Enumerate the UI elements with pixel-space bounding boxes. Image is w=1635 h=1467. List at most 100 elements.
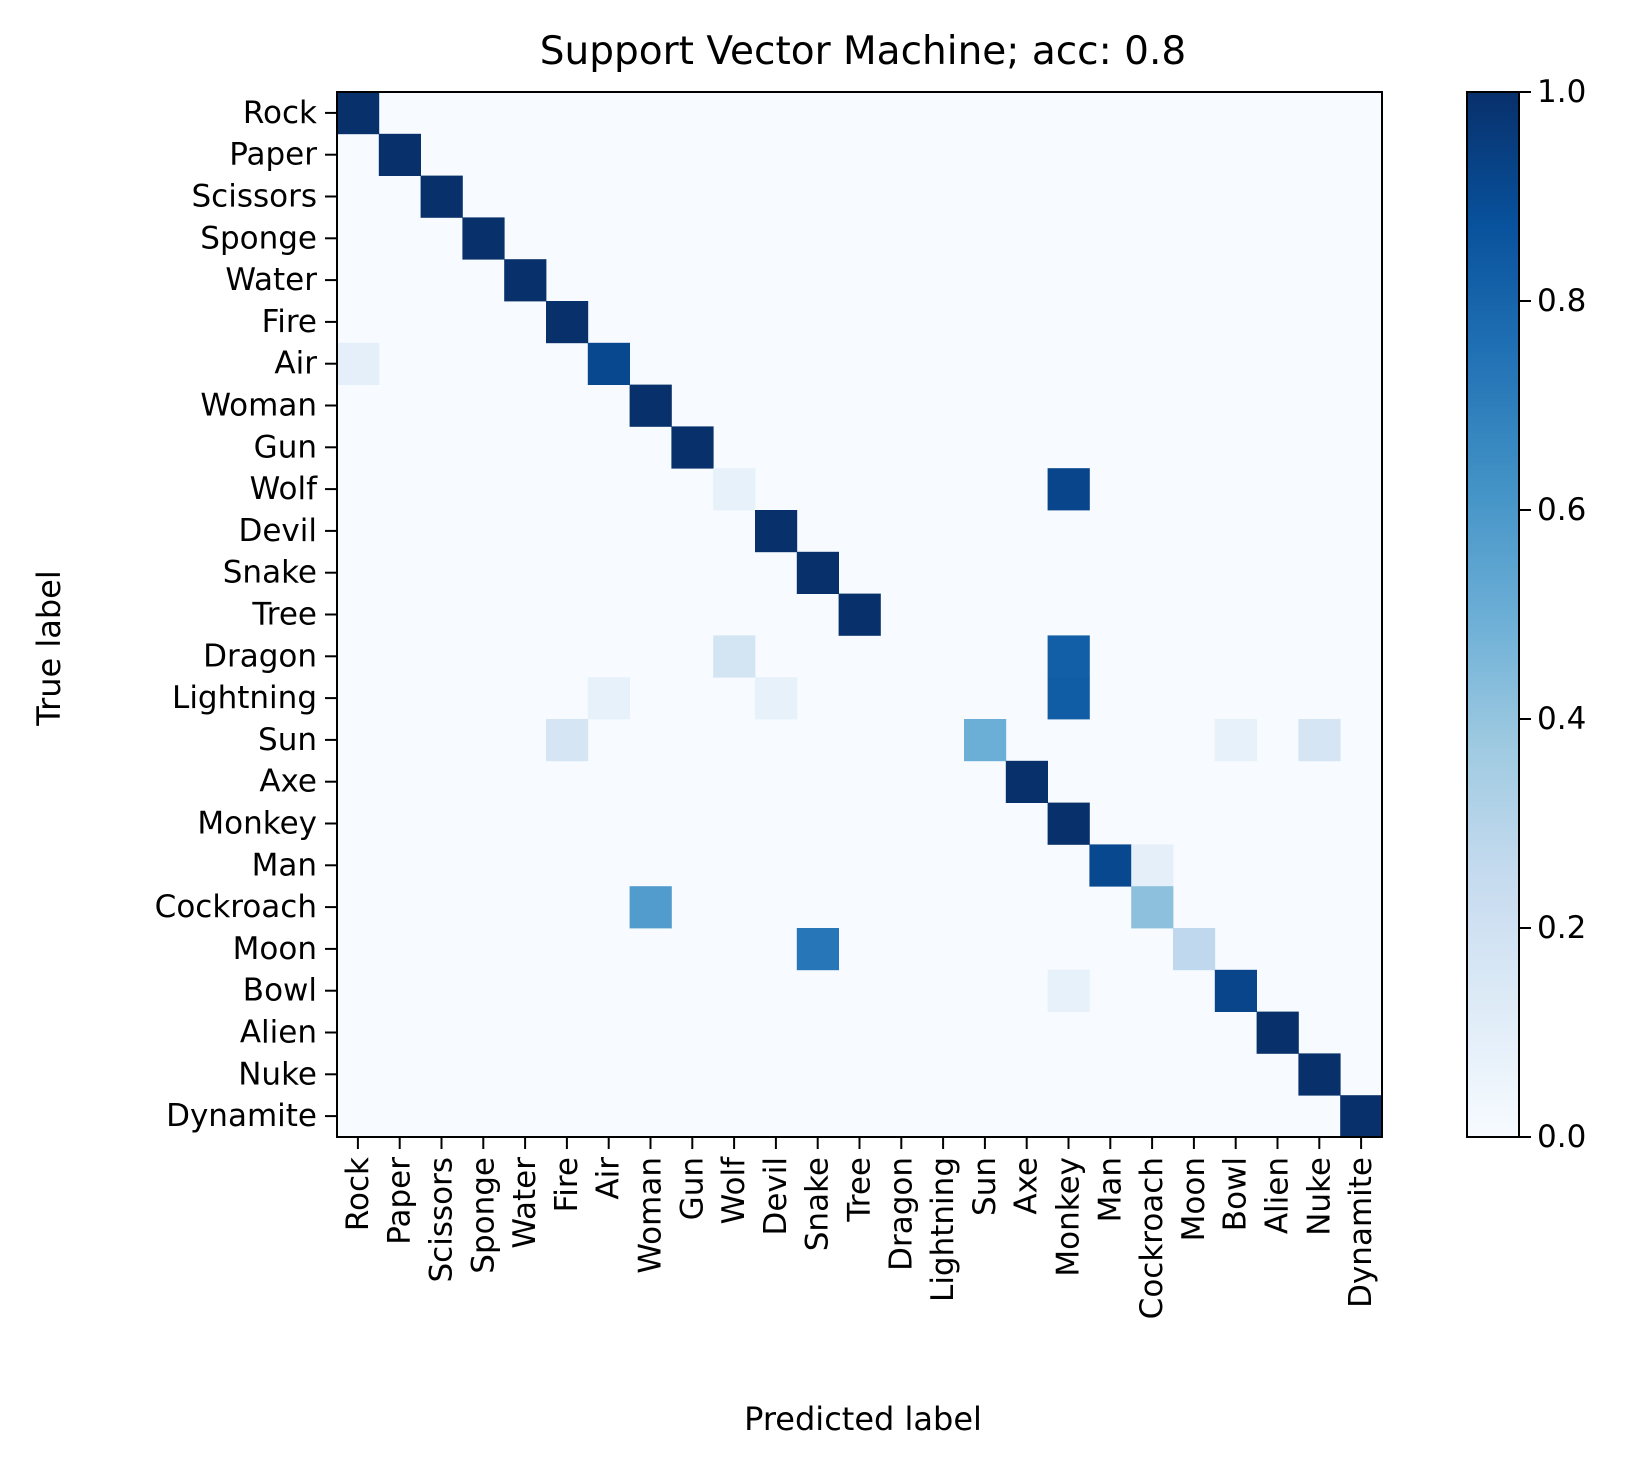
y-tick-label: Lightning bbox=[172, 680, 317, 716]
x-tick-label: Gun bbox=[674, 1157, 710, 1220]
heatmap-cell bbox=[587, 677, 630, 720]
y-tick-label: Devil bbox=[238, 513, 317, 549]
x-tick-label: Tree bbox=[842, 1157, 878, 1223]
y-tick-label: Bowl bbox=[243, 973, 317, 1009]
y-tick-label: Sponge bbox=[200, 220, 317, 256]
x-axis-label: Predicted label bbox=[744, 1400, 982, 1438]
heatmap-cell bbox=[838, 593, 881, 636]
x-axis-ticks: Rock Paper Scissors Sponge Water Fire Air Woman… bbox=[340, 1137, 1379, 1319]
x-tick-label: Dynamite bbox=[1343, 1157, 1379, 1308]
y-axis-label: True label bbox=[30, 570, 68, 727]
y-tick-label: Moon bbox=[233, 931, 317, 967]
y-tick-label: Rock bbox=[243, 95, 317, 131]
x-tick-label: Dragon bbox=[883, 1157, 919, 1271]
x-tick-label: Lightning bbox=[925, 1157, 961, 1302]
colorbar-tick-label: 0.6 bbox=[1537, 492, 1586, 528]
x-tick-label: Scissors bbox=[424, 1157, 460, 1283]
heatmap-cell bbox=[1047, 802, 1090, 845]
heatmap-cell bbox=[713, 635, 756, 678]
heatmap-cell bbox=[1005, 760, 1048, 803]
x-tick-label: Snake bbox=[800, 1157, 836, 1251]
y-tick-label: Man bbox=[252, 847, 317, 883]
x-tick-label: Alien bbox=[1260, 1157, 1296, 1234]
heatmap-cell bbox=[629, 384, 672, 427]
colorbar-tick-label: 0.2 bbox=[1537, 910, 1586, 946]
colorbar-gradient bbox=[1466, 91, 1520, 1138]
heatmap-cell bbox=[1214, 719, 1257, 762]
y-tick-label: Gun bbox=[254, 429, 317, 465]
y-tick-label: Air bbox=[274, 346, 317, 382]
y-tick-label: Cockroach bbox=[155, 889, 317, 925]
x-tick-label: Bowl bbox=[1218, 1157, 1254, 1231]
x-tick-label: Water bbox=[507, 1157, 543, 1249]
heatmap-cell bbox=[1298, 719, 1341, 762]
heatmap-cell bbox=[1047, 969, 1090, 1012]
colorbar: 0.0 0.2 0.4 0.6 0.8 1.0 bbox=[1466, 74, 1586, 1155]
y-tick-label: Snake bbox=[223, 555, 317, 591]
x-tick-label: Wolf bbox=[716, 1156, 752, 1224]
heatmap-cell bbox=[1047, 635, 1090, 678]
heatmap-cell bbox=[755, 510, 798, 553]
y-axis-ticks: Rock Paper Scissors Sponge Water Fire Air Woman… bbox=[155, 95, 337, 1134]
heatmap-cell bbox=[1340, 1095, 1383, 1138]
heatmap-cell bbox=[1089, 844, 1132, 887]
colorbar-tick-label: 0.4 bbox=[1537, 701, 1586, 737]
x-tick-label: Cockroach bbox=[1134, 1157, 1170, 1319]
x-tick-label: Nuke bbox=[1301, 1157, 1337, 1236]
x-tick-label: Axe bbox=[1009, 1157, 1045, 1215]
y-tick-label: Dragon bbox=[203, 638, 317, 674]
heatmap-cell bbox=[1131, 886, 1174, 929]
heatmap-cell bbox=[1131, 844, 1174, 887]
heatmap-cell bbox=[587, 342, 630, 385]
heatmap-cell bbox=[546, 301, 589, 344]
heatmap-cell bbox=[504, 259, 547, 302]
x-tick-label: Fire bbox=[549, 1157, 585, 1212]
x-tick-label: Rock bbox=[340, 1157, 376, 1231]
heatmap-cell bbox=[1298, 1053, 1341, 1096]
heatmap-cell bbox=[755, 677, 798, 720]
heatmap-cell bbox=[796, 928, 839, 971]
heatmap-cell bbox=[1173, 928, 1216, 971]
heatmap-cell bbox=[671, 426, 714, 469]
y-tick-label: Wolf bbox=[250, 471, 318, 507]
x-tick-label: Air bbox=[591, 1157, 627, 1200]
y-tick-label: Nuke bbox=[238, 1056, 317, 1092]
x-tick-label: Woman bbox=[633, 1157, 669, 1274]
y-tick-label: Water bbox=[225, 262, 317, 298]
heatmap-cell bbox=[1256, 1011, 1299, 1054]
heatmap-cell bbox=[1214, 969, 1257, 1012]
y-tick-label: Monkey bbox=[197, 806, 317, 842]
chart-title: Support Vector Machine; acc: 0.8 bbox=[540, 29, 1186, 74]
heatmap-cell bbox=[337, 342, 380, 385]
x-tick-label: Man bbox=[1092, 1157, 1128, 1222]
y-tick-label: Axe bbox=[259, 764, 317, 800]
y-tick-label: Sun bbox=[258, 722, 317, 758]
x-tick-label: Sun bbox=[967, 1157, 1003, 1216]
heatmap-cell bbox=[378, 133, 421, 176]
y-tick-label: Alien bbox=[240, 1015, 317, 1051]
heatmap-area bbox=[336, 91, 1383, 1138]
y-tick-label: Scissors bbox=[192, 179, 318, 215]
heatmap-cell bbox=[1047, 468, 1090, 511]
x-tick-label: Moon bbox=[1176, 1157, 1212, 1241]
x-tick-label: Paper bbox=[382, 1157, 418, 1245]
y-tick-label: Woman bbox=[200, 388, 317, 424]
heatmap-cell bbox=[629, 886, 672, 929]
heatmap-cell bbox=[964, 719, 1007, 762]
y-tick-label: Tree bbox=[251, 597, 317, 633]
x-tick-label: Monkey bbox=[1051, 1157, 1087, 1277]
colorbar-tick-label: 0.8 bbox=[1537, 283, 1586, 319]
colorbar-tick-label: 0.0 bbox=[1537, 1119, 1586, 1155]
heatmap-cell bbox=[713, 468, 756, 511]
heatmap-cell bbox=[420, 175, 463, 218]
heatmap-cell bbox=[462, 217, 505, 260]
heatmap-cell bbox=[546, 719, 589, 762]
x-tick-label: Devil bbox=[758, 1157, 794, 1236]
y-tick-label: Paper bbox=[229, 137, 317, 173]
heatmap-cell bbox=[796, 551, 839, 594]
colorbar-tick-label: 1.0 bbox=[1537, 74, 1586, 110]
x-tick-label: Sponge bbox=[465, 1157, 501, 1274]
heatmap-cell bbox=[337, 92, 380, 135]
y-tick-label: Fire bbox=[262, 304, 317, 340]
